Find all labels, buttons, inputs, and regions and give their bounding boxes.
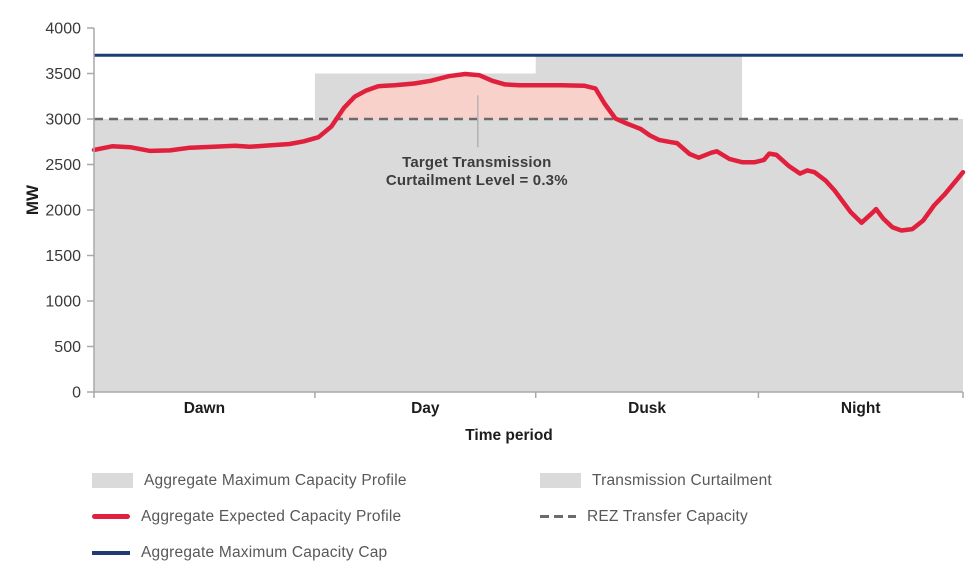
navy-line-swatch-icon [92, 550, 130, 555]
y-axis-tick-label: 500 [54, 339, 81, 356]
y-axis-tick-label: 3500 [45, 66, 81, 83]
annotation-text-line1: Target Transmission [402, 154, 551, 171]
y-axis-tick-label: 0 [72, 385, 81, 402]
y-axis-tick-label: 1500 [45, 248, 81, 265]
x-axis-category-label: Night [841, 400, 881, 417]
legend-item-transmission-curtailment: Transmission Curtailment [540, 472, 772, 489]
legend-item-aggregate-maximum-capacity-profile: Aggregate Maximum Capacity Profile [92, 472, 407, 489]
legend-item-aggregate-maximum-capacity-cap: Aggregate Maximum Capacity Cap [92, 544, 387, 561]
legend-label: REZ Transfer Capacity [587, 507, 748, 525]
legend-item-aggregate-expected-capacity-profile: Aggregate Expected Capacity Profile [92, 508, 401, 525]
legend-label: Aggregate Expected Capacity Profile [141, 507, 402, 525]
red-line-swatch-icon [92, 514, 130, 519]
gray-area-swatch-icon [540, 473, 581, 488]
x-axis-category-label: Dusk [628, 400, 666, 417]
x-axis-category-label: Day [411, 400, 440, 417]
y-axis-tick-label: 2000 [45, 203, 81, 220]
legend-label: Transmission Curtailment [592, 471, 772, 489]
dashed-line-swatch-icon [540, 515, 576, 518]
y-axis-tick-label: 1000 [45, 294, 81, 311]
legend-label: Aggregate Maximum Capacity Profile [144, 471, 407, 489]
y-axis-tick-label: 4000 [45, 21, 81, 38]
y-axis-tick-label: 3000 [45, 112, 81, 129]
y-axis-title: MW [23, 184, 42, 215]
x-axis-title: Time period [465, 427, 553, 444]
legend-item-rez-transfer-capacity: REZ Transfer Capacity [540, 508, 748, 525]
capacity-profile-chart: 0 500 1000 1500 2000 2500 3000 3500 4000 Dawn Day D… [23, 21, 966, 444]
legend-label: Aggregate Maximum Capacity Cap [141, 543, 388, 561]
annotation-text-line2: Curtailment Level = 0.3% [386, 172, 568, 189]
x-axis-category-label: Dawn [184, 400, 225, 417]
gray-area-swatch-icon [92, 473, 133, 488]
y-axis-tick-label: 2500 [45, 157, 81, 174]
expected-capacity-profile-line [91, 71, 966, 233]
